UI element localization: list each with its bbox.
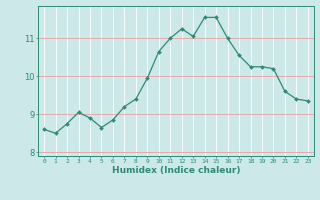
X-axis label: Humidex (Indice chaleur): Humidex (Indice chaleur) <box>112 166 240 175</box>
